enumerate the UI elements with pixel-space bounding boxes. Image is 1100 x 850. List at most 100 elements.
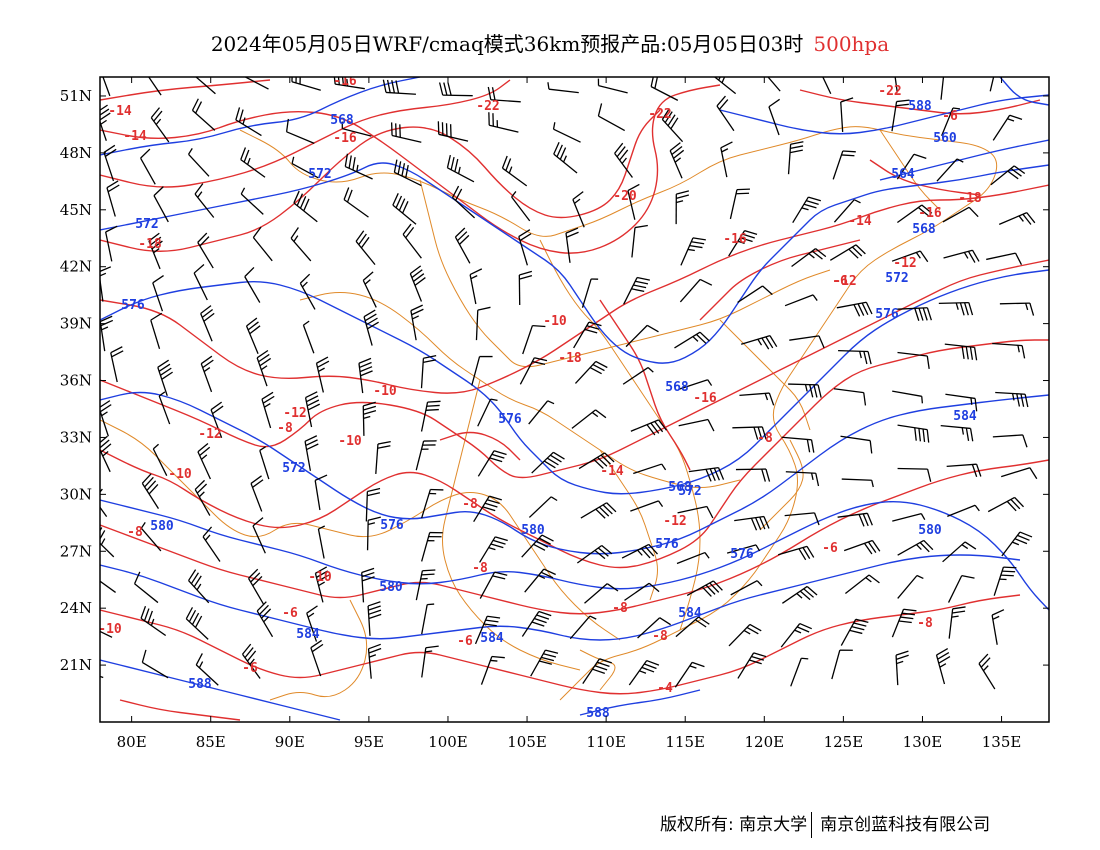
wind-barb [728,623,762,647]
title-level: 500hpa [813,32,890,56]
wind-barb [518,270,533,305]
wind-barb [784,294,818,307]
wind-barb [897,351,930,369]
wind-barb [409,265,426,302]
wind-barb [421,645,439,678]
wind-barb [624,582,660,601]
wind-barb [393,159,422,187]
wind-barb [833,199,861,223]
wind-barb [479,536,508,563]
wind-barb [100,435,112,473]
temperature-label: -8 [277,421,293,436]
wind-barb [210,401,224,439]
plot-frame [99,76,1050,723]
wind-barb [140,522,162,552]
temperature-label: -6 [822,541,838,556]
wind-barb [420,400,441,432]
wind-barb [488,112,519,133]
wind-barb [100,580,116,593]
temperature-contour [100,79,511,188]
copyright-left: 版权所有: 南京大学 [660,815,808,835]
wind-barb [897,467,932,482]
wind-barb [737,652,767,679]
wind-barb [245,317,261,354]
wind-barb [358,357,373,394]
wind-barb [304,391,321,428]
wind-barb [530,649,559,677]
wind-barb [940,77,945,100]
wind-barb [999,302,1035,316]
height-contour [100,162,1049,364]
boundary-line [442,379,581,671]
wind-barb [737,285,773,304]
wind-barb [195,77,216,95]
boundary-line [759,439,804,531]
height-contour [100,499,1049,611]
boundary-line [539,239,701,631]
wind-barb [840,618,869,646]
wind-barb [375,440,391,475]
x-tick-label: 130E [903,733,943,751]
wind-barb [941,107,960,137]
wind-barb [713,77,737,95]
height-label: 588 [908,99,932,114]
height-contour [879,139,1049,181]
temperature-label: -8 [462,497,478,512]
wind-barb [106,180,120,217]
temperature-label: -14 [848,214,872,229]
wind-barb [102,77,111,97]
wind-barb [669,142,685,179]
wind-barb [343,187,369,218]
wind-barb [661,108,684,143]
y-tick-label: 48N [60,144,92,162]
wind-barb [630,500,664,512]
temperature-label: -18 [138,237,162,252]
height-label: 576 [121,298,145,313]
wind-barb [947,574,975,603]
boundary-line [299,292,741,488]
temperature-label: -14 [108,104,132,119]
wind-barb [571,409,607,429]
wind-barb [471,355,493,386]
wind-barb [892,390,924,404]
wind-barb [487,86,521,103]
wind-barb [158,391,171,425]
wind-barb [511,191,531,222]
wind-barb [630,419,668,436]
wind-barb [621,543,658,559]
height-label: 580 [918,523,942,538]
y-tick-label: 27N [60,542,92,560]
wind-barb [675,616,710,638]
wind-barb [153,186,169,223]
height-label: 568 [330,113,354,128]
wind-barb [680,237,706,266]
wind-barb [841,478,874,488]
temperature-label: -8 [472,561,488,576]
height-label: 584 [953,409,977,424]
height-label: 568 [665,380,689,395]
contour-labels: -16 -14 -14 -16 -22 -22 -22 -20 -16 -14 -16 -18 -18 -… [100,77,982,721]
wind-barb [840,435,873,454]
wind-barb [202,526,221,562]
temperature-label: -10 [543,314,567,329]
wind-barb [140,148,156,185]
temperature-label: -6 [457,634,473,649]
wind-barb [782,585,818,604]
temperature-label: -18 [558,351,582,366]
wind-barb [990,165,1026,186]
wind-barb [637,617,671,639]
wind-barb [100,315,114,352]
temperature-contour [100,109,661,252]
wind-barb [781,436,815,453]
wind-barb [578,452,615,470]
wind-barb [650,77,679,101]
temperature-label: -16 [918,206,942,221]
wind-barb [792,196,822,224]
wind-barb [614,142,633,178]
wind-barb [247,568,265,605]
wind-barb [1001,531,1033,557]
height-label: 588 [188,677,212,692]
height-label: 572 [885,271,908,286]
temperature-contour [119,699,241,721]
wind-barb [625,324,659,348]
